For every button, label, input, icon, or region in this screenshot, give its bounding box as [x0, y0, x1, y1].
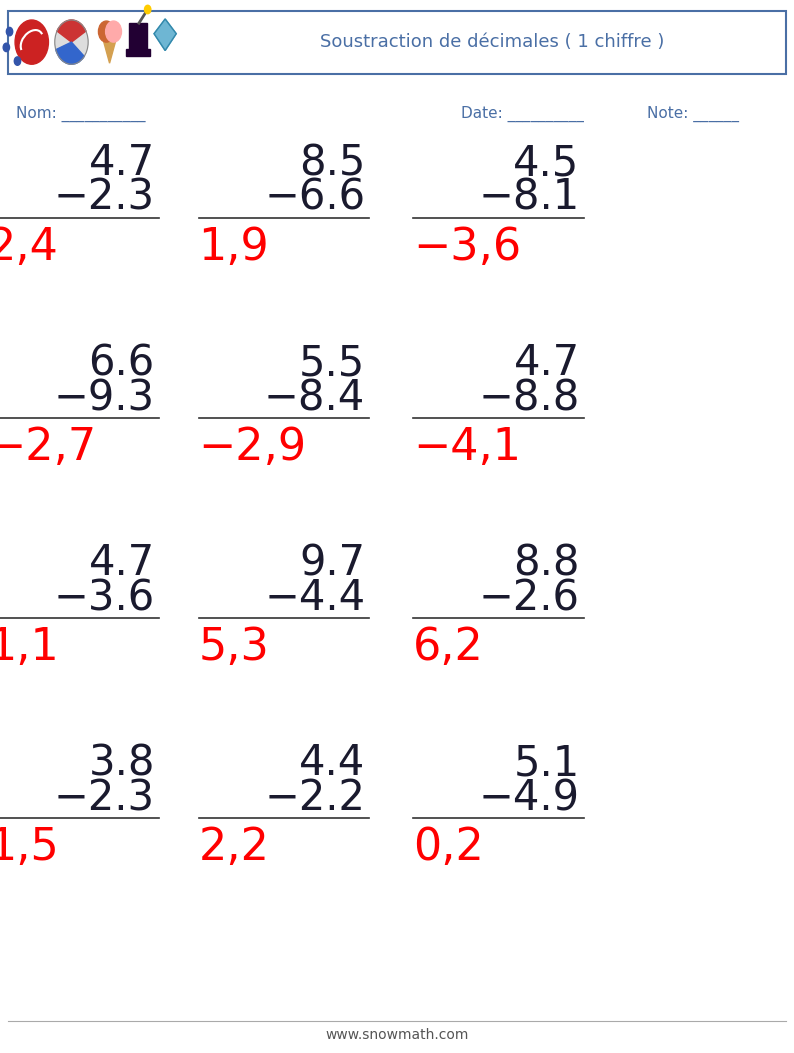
- Bar: [129, 23, 147, 53]
- Circle shape: [55, 20, 88, 64]
- Text: 5,3: 5,3: [198, 627, 269, 669]
- Circle shape: [14, 57, 21, 65]
- Text: Note: ______: Note: ______: [647, 105, 739, 122]
- Text: −2.2: −2.2: [264, 777, 365, 819]
- Text: 6,2: 6,2: [413, 627, 484, 669]
- Text: −2,7: −2,7: [0, 426, 96, 469]
- Text: −3.6: −3.6: [53, 577, 155, 619]
- Circle shape: [6, 27, 13, 36]
- Wedge shape: [56, 42, 84, 64]
- Text: −8.1: −8.1: [478, 177, 580, 219]
- Text: 4.7: 4.7: [89, 142, 155, 184]
- Text: 4.5: 4.5: [514, 142, 580, 184]
- Text: −2.3: −2.3: [54, 177, 155, 219]
- Text: −4.9: −4.9: [479, 777, 580, 819]
- Text: 5.5: 5.5: [299, 342, 365, 384]
- Text: −8.8: −8.8: [478, 377, 580, 419]
- Text: 1,5: 1,5: [0, 827, 59, 869]
- Text: −3,6: −3,6: [413, 226, 521, 269]
- Circle shape: [15, 20, 48, 64]
- Text: 8.5: 8.5: [299, 142, 365, 184]
- Text: 3.8: 3.8: [88, 742, 155, 784]
- Text: 0,2: 0,2: [413, 827, 484, 869]
- Circle shape: [145, 5, 151, 14]
- Text: Soustraction de décimales ( 1 chiffre ): Soustraction de décimales ( 1 chiffre ): [320, 33, 665, 52]
- Text: 2,4: 2,4: [0, 226, 59, 269]
- Text: 8.8: 8.8: [513, 542, 580, 584]
- Text: 5.1: 5.1: [514, 742, 580, 784]
- Text: −8.4: −8.4: [264, 377, 365, 419]
- Text: −6.6: −6.6: [264, 177, 365, 219]
- Text: 2,2: 2,2: [198, 827, 269, 869]
- Text: 9.7: 9.7: [299, 542, 365, 584]
- Text: 4.7: 4.7: [89, 542, 155, 584]
- Polygon shape: [154, 19, 176, 51]
- Bar: [126, 49, 150, 56]
- Text: −2.3: −2.3: [54, 777, 155, 819]
- Text: −2.6: −2.6: [479, 577, 580, 619]
- Text: 4.4: 4.4: [299, 742, 365, 784]
- Circle shape: [98, 21, 114, 42]
- Text: −2,9: −2,9: [198, 426, 306, 469]
- Text: −4.4: −4.4: [264, 577, 365, 619]
- Text: www.snowmath.com: www.snowmath.com: [326, 1028, 468, 1042]
- Text: 4.7: 4.7: [514, 342, 580, 384]
- Text: Nom: ___________: Nom: ___________: [16, 105, 145, 122]
- Text: 6.6: 6.6: [89, 342, 155, 384]
- Text: Date: __________: Date: __________: [461, 105, 584, 122]
- Text: −4,1: −4,1: [413, 426, 521, 469]
- Circle shape: [106, 21, 121, 42]
- Polygon shape: [103, 40, 116, 63]
- Circle shape: [3, 43, 10, 52]
- Text: 1,1: 1,1: [0, 627, 59, 669]
- Text: −9.3: −9.3: [54, 377, 155, 419]
- Text: 1,9: 1,9: [198, 226, 269, 269]
- FancyBboxPatch shape: [8, 11, 786, 74]
- Wedge shape: [57, 20, 86, 42]
